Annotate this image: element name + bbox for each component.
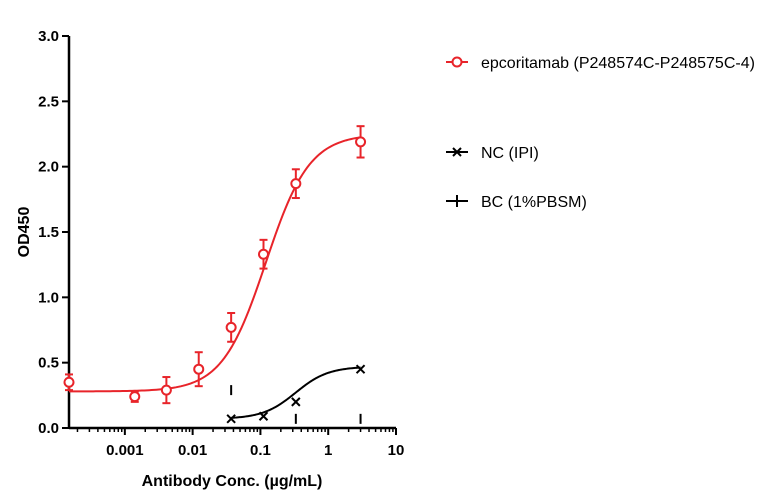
data-point [257,248,269,260]
y-tick-label: 2.5 [38,93,59,110]
y-tick-label: 0.5 [38,355,59,372]
fit-curve [69,136,361,393]
series-3 [230,385,362,424]
x-tick-label: 0.001 [106,442,144,459]
data-point [129,391,141,403]
y-tick-label: 3.0 [38,28,59,45]
data-point [291,397,301,407]
plot-area [63,125,367,424]
data-point [160,384,172,396]
ticks: 0.0 0.5 1.0 1.5 2.0 2.5 3.0 0.001 0.01 0.1 1 10 [38,28,404,459]
legend-item: epcoritamab (P248574C-P248575C-4) [446,55,755,72]
legend-item: NC (IPI) [446,145,539,162]
data-point [193,363,205,375]
y-tick-label: 1.5 [38,224,59,241]
x-tick-label: 0.1 [250,442,271,459]
y-tick-label: 0.0 [38,420,59,437]
y-tick-label: 2.0 [38,159,59,176]
data-point [355,364,366,374]
data-point [290,178,302,190]
legend: epcoritamab (P248574C-P248575C-4) NC (IPI… [446,55,755,211]
legend-label: epcoritamab (P248574C-P248575C-4) [481,55,755,72]
legend-item: BC (1%PBSM) [446,194,587,211]
legend-marker [451,56,463,68]
fit-curve [231,366,361,419]
x-axis-title: Antibody Conc. (µg/mL) [142,473,323,490]
x-tick-label: 0.01 [178,442,207,459]
y-tick-label: 1.0 [38,289,59,306]
legend-label: NC (IPI) [481,145,539,162]
series-1 [63,125,367,405]
data-point [225,321,237,333]
x-tick-label: 1 [324,442,332,459]
legend-marker [452,147,462,157]
series-2 [226,364,366,424]
data-point [355,136,367,148]
data-point [63,376,75,388]
x-tick-label: 10 [388,442,405,459]
legend-label: BC (1%PBSM) [481,194,587,211]
data-point [226,414,236,424]
data-point [258,411,269,421]
y-axis-title: OD450 [16,207,33,258]
